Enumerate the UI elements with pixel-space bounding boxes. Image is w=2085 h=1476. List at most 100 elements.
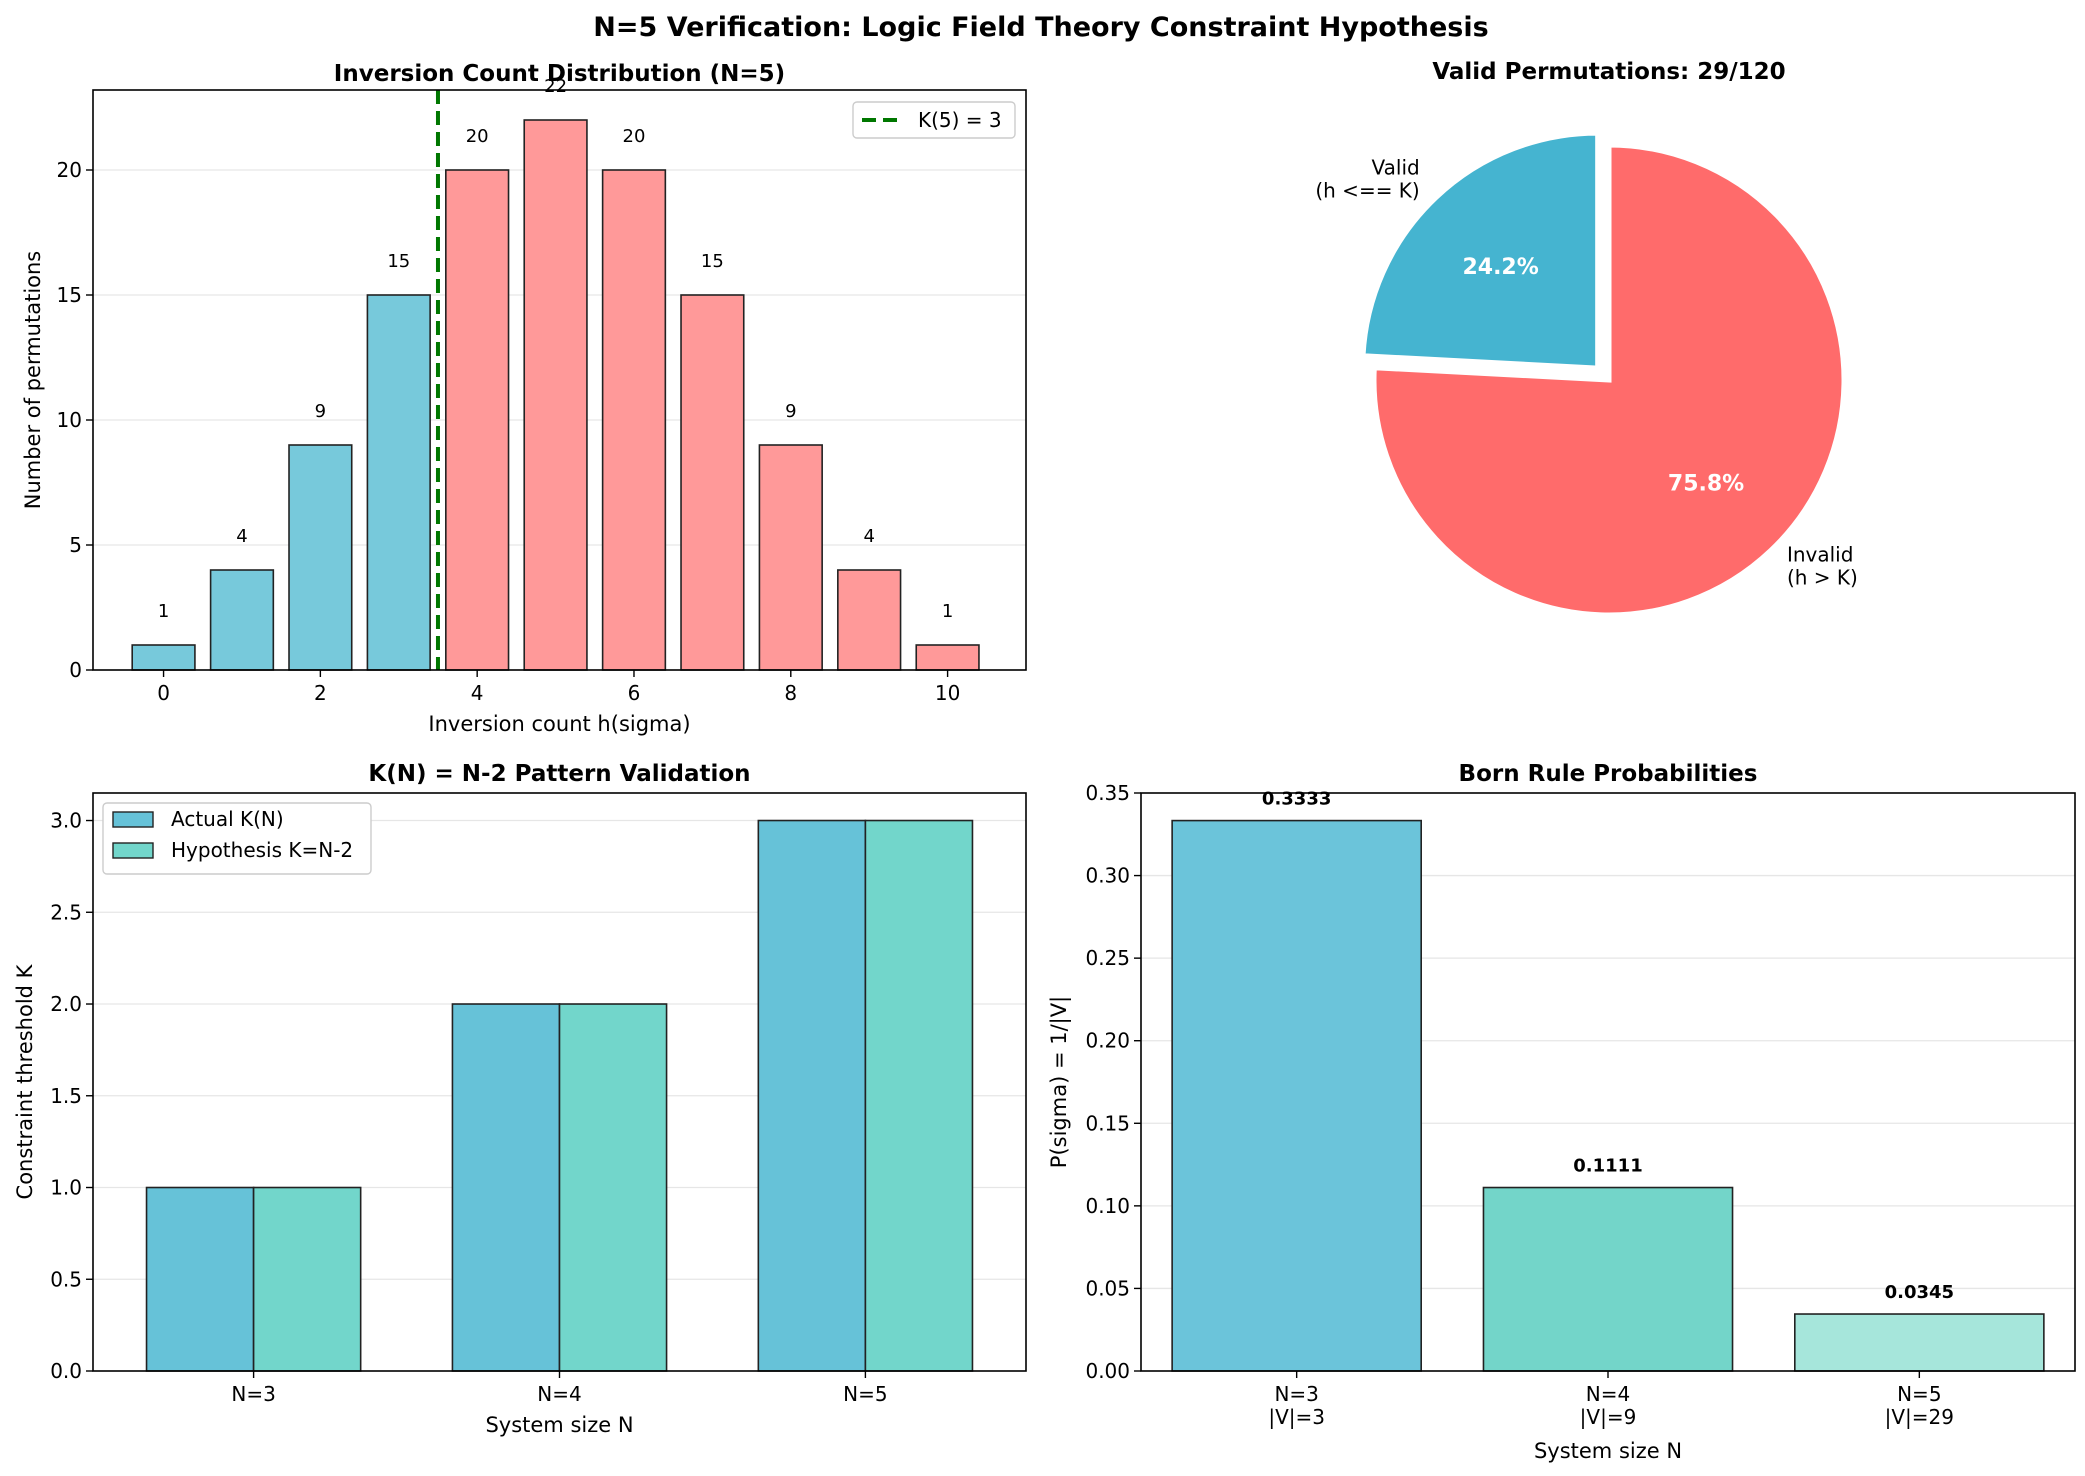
hist-x-tick-label: 8 [784,681,797,705]
hist-bar [915,644,980,671]
born-y-tick-label: 0.00 [1085,1359,1130,1383]
hist-bar-value-label: 15 [387,251,410,272]
pie-slice-label-line: (h > K) [1787,566,1858,590]
born-axes-frame [1140,792,2076,1372]
hist-bar-value-label: 20 [623,126,646,147]
hist-bar-value-label: 20 [466,126,489,147]
born-x-tick-label: N=5 [1897,1382,1941,1406]
k-y-tick-label: 0.5 [50,1267,82,1291]
k-y-tick-label: 1.0 [50,1176,82,1200]
hist-bar-value-label: 4 [236,526,247,547]
born-y-axis-label: P(sigma) = 1/|V| [1047,996,1072,1168]
hist-bar [131,644,196,671]
hist-y-tick-label: 20 [57,158,82,182]
hist-bar [288,444,353,671]
k-x-tick-label: N=3 [231,1382,275,1406]
k-legend-label: Actual K(N) [171,807,284,831]
born-x-tick-label: |V|=3 [1268,1405,1325,1429]
born-rule-panel: 0.00 0.05 0.10 0.15 0.20 0.25 0.30 0.35 0.3333 N=… [1047,761,2076,1463]
k-pattern-panel: 0.0 0.5 1.0 1.5 2.0 2.5 3.0 N=3 N=4 N=5 K(N) = N-2… [13,761,1027,1437]
k-y-tick-label: 3.0 [50,809,82,833]
hist-x-axis-label: Inversion count h(sigma) [428,712,690,736]
figure-suptitle: N=5 Verification: Logic Field Theory Con… [593,12,1488,43]
k-legend: Actual K(N) Hypothesis K=N-2 [102,802,372,875]
hist-y-tick-label: 15 [57,283,82,307]
hist-bar [366,294,431,671]
k-title: K(N) = N-2 Pattern Validation [368,761,750,787]
pie-slice-percent: 75.8% [1668,471,1744,496]
k-y-tick-label: 1.5 [50,1084,82,1108]
k-legend-frame [102,802,372,875]
born-y-tick-label: 0.30 [1085,864,1130,888]
hist-bar [680,294,745,671]
born-x-axis-label: System size N [1534,1439,1682,1463]
hist-x-tick-label: 6 [628,681,641,705]
k-axes-frame [92,792,1027,1372]
born-x-tick-label: N=4 [1586,1382,1630,1406]
hist-x-tick-label: 2 [314,681,327,705]
hist-bar [523,119,588,671]
hist-y-tick-label: 0 [69,658,82,682]
hist-bar-value-label: 1 [158,601,169,622]
pie-slice-label-line: Valid [1372,156,1420,180]
hist-legend-label: K(5) = 3 [918,108,1002,132]
hist-bar [837,569,902,671]
hist-bar-value-label: 9 [785,401,796,422]
hist-title: Inversion Count Distribution (N=5) [334,61,785,87]
born-bar [1171,819,1422,1372]
pie-panel: Valid Permutations: 29/120 24.2% Valid (h <… [1315,59,1858,618]
hist-bar [445,169,510,671]
k-bar [145,1186,255,1372]
hist-bar [209,569,275,671]
k-bar [558,1003,668,1372]
born-title: Born Rule Probabilities [1459,761,1758,787]
k-bar [864,819,974,1372]
hist-bar-value-label: 1 [942,601,953,622]
pie-slice-label: Valid (h <== K) [1315,156,1419,203]
k-x-axis-label: System size N [485,1413,633,1437]
pie-slice [1371,142,1847,618]
born-y-tick-label: 0.35 [1085,781,1130,805]
hist-legend-frame [852,101,1016,139]
pie-slice-label-line: (h <== K) [1315,179,1419,203]
hist-bar [758,444,823,671]
pie-slice-label-line: Invalid [1787,543,1853,567]
born-x-tick-label: |V|=29 [1885,1405,1954,1429]
hist-bar-value-label: 9 [315,401,326,422]
k-y-tick-label: 0.0 [50,1359,82,1383]
born-bar [1794,1313,2045,1372]
k-x-tick-label: N=4 [537,1382,581,1406]
born-bar-value-label: 0.3333 [1262,789,1331,810]
born-y-tick-label: 0.15 [1085,1111,1130,1135]
k-y-tick-label: 2.0 [50,992,82,1016]
born-y-tick-label: 0.05 [1085,1276,1130,1300]
hist-x-tick-label: 4 [471,681,484,705]
born-x-tick-label: N=3 [1274,1382,1318,1406]
k-y-axis-label: Constraint threshold K [13,963,37,1199]
k-legend-swatch [112,842,154,859]
born-y-tick-label: 0.10 [1085,1194,1130,1218]
hist-axes-frame [92,89,1027,671]
hist-y-axis-label: Number of permutations [21,251,45,510]
k-legend-label: Hypothesis K=N-2 [171,838,353,862]
born-bar-value-label: 0.0345 [1885,1282,1954,1303]
hist-bar-value-label: 22 [544,76,567,97]
k-bar [757,819,867,1372]
pie-slice [1360,130,1601,371]
hist-legend: K(5) = 3 [852,101,1016,139]
k-x-tick-label: N=5 [843,1382,887,1406]
hist-bar-value-label: 15 [701,251,724,272]
born-y-tick-label: 0.20 [1085,1029,1130,1053]
hist-bar [601,169,667,671]
hist-y-tick-label: 10 [57,408,82,432]
pie-slice-label: Invalid (h > K) [1787,543,1858,590]
hist-bar-value-label: 4 [863,526,874,547]
hist-x-tick-label: 0 [157,681,170,705]
k-bar [252,1186,362,1372]
pie-title: Valid Permutations: 29/120 [1432,59,1785,85]
hist-x-tick-label: 10 [935,681,960,705]
born-bar [1482,1186,1734,1372]
pie-slice-percent: 24.2% [1462,255,1538,280]
